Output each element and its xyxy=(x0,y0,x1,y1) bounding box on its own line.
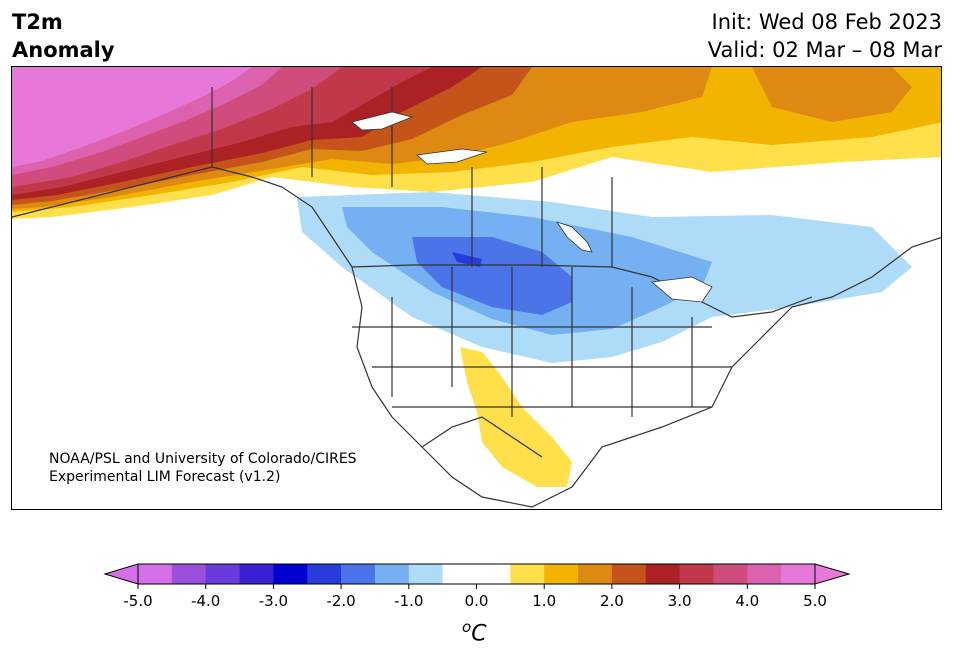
colorbar-cell xyxy=(307,564,342,584)
coastline xyxy=(12,166,941,508)
unit-superscript: o xyxy=(462,618,472,636)
province-border xyxy=(211,87,613,267)
map-title-line2: Anomaly xyxy=(12,38,115,62)
colorbar-tick-label: -1.0 xyxy=(394,592,423,610)
colorbar-cell xyxy=(171,564,207,584)
colorbar-tick-label: 1.0 xyxy=(532,592,556,610)
forecast-info: Init: Wed 08 Feb 2023 Valid: 02 Mar – 08… xyxy=(708,8,942,64)
lake-shape xyxy=(556,221,593,253)
anomaly-contour-15 xyxy=(460,347,572,487)
anomaly-map: NOAA/PSL and University of Colorado/CIRE… xyxy=(11,66,942,510)
colorbar-cell xyxy=(679,564,714,584)
credit-line1: NOAA/PSL and University of Colorado/CIRE… xyxy=(49,451,357,467)
colorbar-tick-label: -5.0 xyxy=(123,592,152,610)
colorbar-tick-label: 3.0 xyxy=(668,592,692,610)
colorbar-cell xyxy=(747,564,782,584)
colorbar-tick-label: -4.0 xyxy=(191,592,220,610)
colorbar-tick-label: 4.0 xyxy=(735,592,759,610)
credit-line2: Experimental LIM Forecast (v1.2) xyxy=(49,469,281,485)
colorbar-cell xyxy=(341,564,376,584)
map-title-line1: T2m xyxy=(12,10,63,34)
init-date: Init: Wed 08 Feb 2023 xyxy=(711,10,942,34)
country-border xyxy=(421,416,543,458)
credit-text: NOAA/PSL and University of Colorado/CIRE… xyxy=(49,450,357,486)
anomaly-contour-13 xyxy=(412,237,572,315)
valid-range: Valid: 02 Mar – 08 Mar xyxy=(707,38,942,62)
lakes xyxy=(351,111,713,303)
colorbar-cell xyxy=(138,564,173,584)
colorbar-tick-label: 2.0 xyxy=(600,592,624,610)
map-title: T2m Anomaly xyxy=(12,8,115,64)
anomaly-contour-10 xyxy=(752,67,912,122)
cool-anomaly-region xyxy=(297,192,912,363)
colorbar-cell xyxy=(374,564,410,584)
lake-shape xyxy=(416,148,488,165)
warm-anomaly-region xyxy=(12,67,941,219)
southwest-warm-region xyxy=(460,347,572,487)
colorbar-cell xyxy=(645,564,681,584)
country-border xyxy=(351,264,813,318)
lake-shape xyxy=(651,276,713,303)
colorbar-unit: oC xyxy=(462,618,487,646)
colorbar-cell xyxy=(273,564,308,584)
colorbar-cell xyxy=(205,564,241,584)
colorbar-tick-label: -2.0 xyxy=(326,592,355,610)
colorbar-cell xyxy=(611,564,647,584)
colorbar-cells xyxy=(138,564,816,584)
colorbar-under-arrow xyxy=(103,563,139,585)
colorbar-cell xyxy=(578,564,613,584)
colorbar-cell xyxy=(510,564,545,584)
unit-letter: C xyxy=(471,621,487,647)
colorbar-cell xyxy=(544,564,579,584)
map-outlines xyxy=(12,87,941,508)
anomaly-contour-9 xyxy=(12,67,252,167)
anomaly-contour-14 xyxy=(452,252,482,267)
state-border xyxy=(352,267,732,417)
colorbar-cell xyxy=(239,564,274,584)
colorbar-cell xyxy=(476,564,511,584)
colorbar-cell xyxy=(713,564,748,584)
map-canvas xyxy=(12,67,941,508)
lake-shape xyxy=(351,111,414,131)
colorbar-ticks: -5.0 -4.0 -3.0 -2.0 -1.0 0.0 1.0 2.0 3.0 4.0 5.0 xyxy=(123,584,827,610)
colorbar-cell xyxy=(408,564,444,584)
colorbar-tick-label: -3.0 xyxy=(259,592,288,610)
colorbar-cell xyxy=(442,564,477,584)
colorbar-over-arrow xyxy=(814,563,851,585)
colorbar-cell xyxy=(781,564,816,584)
colorbar-tick-label: 0.0 xyxy=(465,592,489,610)
colorbar-tick-label: 5.0 xyxy=(803,592,827,610)
colorbar: -5.0 -4.0 -3.0 -2.0 -1.0 0.0 1.0 2.0 3.0 4.0 5.0 xyxy=(103,563,851,610)
